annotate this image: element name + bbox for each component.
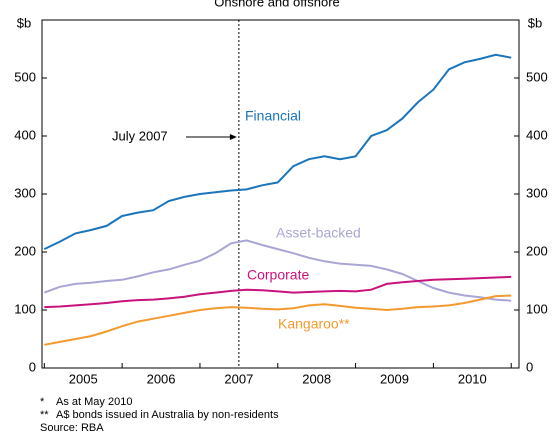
x-tick-label: 2010 bbox=[458, 371, 487, 386]
note-marker: ** bbox=[40, 409, 49, 421]
x-tick-label: 2008 bbox=[302, 371, 331, 386]
series-line bbox=[43, 53, 512, 251]
marker-arrowhead bbox=[229, 134, 237, 140]
x-tick-label: 2009 bbox=[380, 371, 409, 386]
series-line bbox=[44, 294, 512, 346]
x-tick-label: 2007 bbox=[224, 371, 253, 386]
note-marker: * bbox=[40, 396, 45, 408]
y-tick-label: 100 bbox=[14, 301, 36, 316]
x-tick-label: 2005 bbox=[69, 371, 98, 386]
x-tick-label: 2006 bbox=[147, 371, 176, 386]
y-tick-label: 200 bbox=[14, 243, 36, 258]
note-text: A$ bonds issued in Australia by non-resi… bbox=[56, 409, 279, 421]
y-tick-label: 400 bbox=[14, 127, 36, 142]
series-label: Financial bbox=[245, 108, 301, 124]
series-label: Asset-backed bbox=[276, 225, 361, 241]
y2-tick-label: 200 bbox=[526, 243, 548, 258]
series-label: Kangaroo** bbox=[278, 316, 350, 332]
y-unit: $b bbox=[17, 15, 31, 30]
y-tick-label: 0 bbox=[29, 359, 36, 374]
chart-subtitle: Onshore and offshore bbox=[214, 0, 340, 9]
y2-tick-label: 100 bbox=[526, 301, 548, 316]
y2-tick-label: 500 bbox=[526, 69, 548, 84]
y-tick-label: 500 bbox=[14, 69, 36, 84]
y2-tick-label: 0 bbox=[526, 359, 533, 374]
y-tick-label: 300 bbox=[14, 185, 36, 200]
marker-label: July 2007 bbox=[112, 128, 168, 143]
series-line bbox=[44, 275, 512, 309]
note-text: As at May 2010 bbox=[56, 396, 132, 408]
series-label: Corporate bbox=[247, 267, 309, 283]
y2-tick-label: 400 bbox=[526, 127, 548, 142]
source: Source: RBA bbox=[40, 422, 104, 434]
series-line bbox=[43, 239, 512, 302]
y2-unit: $b bbox=[528, 15, 542, 30]
y2-tick-label: 300 bbox=[526, 185, 548, 200]
